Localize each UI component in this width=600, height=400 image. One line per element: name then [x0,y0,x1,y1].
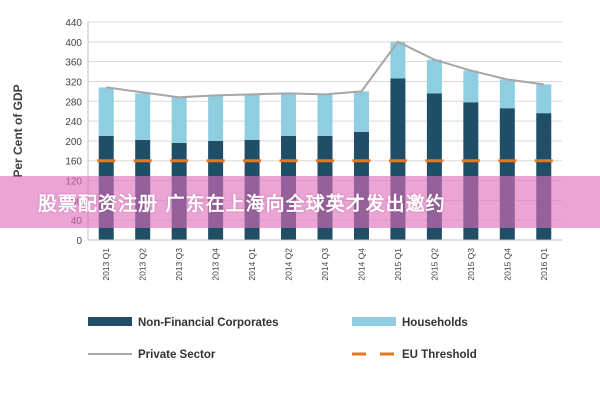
bar-households-2015-q3 [463,70,479,103]
bar-households-2014-q3 [317,94,333,136]
y-tick-label-360: 360 [65,58,82,69]
y-tick-label-240: 240 [65,117,82,128]
legend: Non-Financial Corporates Households Privat… [88,317,477,361]
y-tick-label-200: 200 [65,137,82,148]
lines [97,40,553,163]
bar-households-2013-q1 [98,87,114,136]
x-tick-label-2016-q1: 2016 Q1 [539,248,549,281]
x-tick-label-2015-q4: 2015 Q4 [502,248,512,281]
legend-label-households: Households [402,317,468,329]
y-tick-label-160: 160 [65,157,82,168]
banner-text: 股票配资注册 广东在上海向全球英才发出邀约 [38,192,446,215]
x-tick-label-2014-q4: 2014 Q4 [356,248,366,281]
bar-households-2014-q2 [281,93,297,136]
bar-households-2014-q4 [353,91,369,132]
bar-households-2013-q3 [171,97,187,143]
y-axis-title: Per Cent of GDP [11,84,25,177]
x-tick-label-2015-q3: 2015 Q3 [466,248,476,281]
y-tick-label-280: 280 [65,97,82,108]
x-tick-label-2015-q2: 2015 Q2 [429,248,439,281]
bar-households-2013-q4 [208,95,224,141]
x-tick-label-2013-q4: 2013 Q4 [211,248,221,281]
x-tick-label-2013-q3: 2013 Q3 [174,248,184,281]
bar-households-2014-q1 [244,94,260,140]
x-tick-label-2015-q1: 2015 Q1 [393,248,403,281]
x-tick-label-2014-q3: 2014 Q3 [320,248,330,281]
series-line-private-sector [106,40,544,99]
y-tick-label-0: 0 [76,236,82,247]
legend-swatch-non-financial-corporates [88,317,132,326]
bar-households-2016-q1 [536,84,552,114]
y-tick-label-440: 440 [65,18,82,29]
legend-swatch-households [352,317,396,326]
y-tick-label-400: 400 [65,38,82,49]
y-tick-label-320: 320 [65,77,82,88]
bar-households-2015-q2 [426,59,442,94]
x-tick-label-2013-q2: 2013 Q2 [138,248,148,281]
x-tick-label-2013-q1: 2013 Q1 [101,248,111,281]
bar-households-2015-q4 [499,79,515,109]
x-tick-label-2014-q1: 2014 Q1 [247,248,257,281]
legend-label-eu-threshold: EU Threshold [402,349,477,361]
overlay-banner: 股票配资注册 广东在上海向全球英才发出邀约 [0,176,600,228]
bar-households-2013-q2 [135,93,151,140]
legend-label-private-sector: Private Sector [138,349,216,361]
bar-households-2015-q1 [390,41,406,79]
x-tick-label-2014-q2: 2014 Q2 [284,248,294,281]
legend-label-non-financial-corporates: Non-Financial Corporates [138,317,279,329]
